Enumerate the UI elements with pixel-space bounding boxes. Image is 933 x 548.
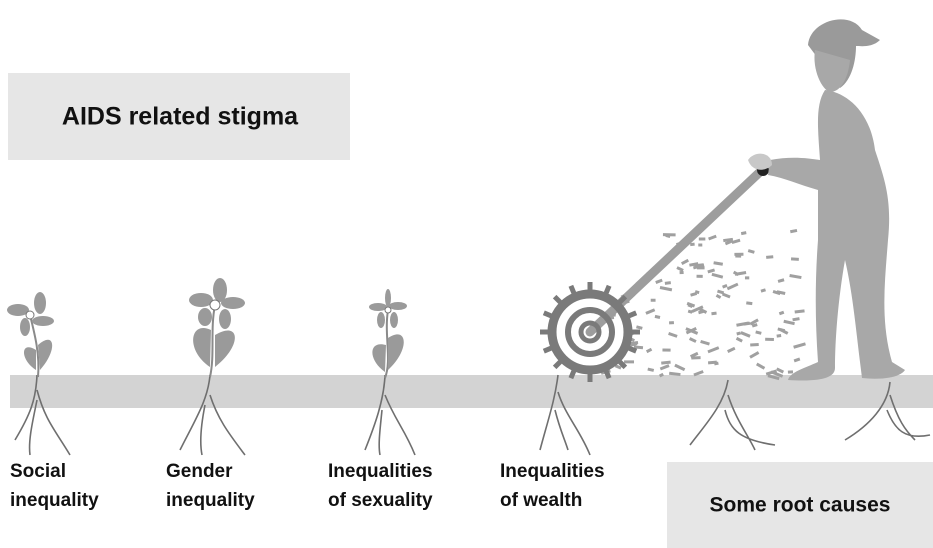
debris-bit	[716, 294, 722, 299]
spoke	[555, 297, 563, 305]
debris-bit	[689, 337, 697, 343]
root-label: inequality	[10, 490, 99, 511]
debris-bit	[698, 243, 702, 246]
debris-bit	[735, 271, 747, 276]
root-label: of wealth	[500, 490, 582, 511]
debris-bit	[748, 249, 755, 254]
debris-bit	[727, 283, 739, 291]
footer-label: Some root causes	[710, 494, 891, 517]
debris-bit	[794, 358, 801, 363]
debris-bit	[727, 347, 735, 353]
debris-bit	[740, 331, 750, 338]
root-label: Gender	[166, 461, 233, 482]
debris-bit	[741, 231, 747, 235]
debris-bit	[651, 299, 656, 302]
debris-bit	[712, 273, 724, 279]
debris-bit	[708, 235, 717, 241]
debris-bit	[661, 361, 671, 365]
debris-bit	[722, 293, 731, 299]
debris-bit	[660, 364, 670, 370]
debris-bit	[790, 229, 797, 233]
spoke	[555, 359, 563, 367]
debris-bit	[669, 321, 674, 324]
debris-bit	[676, 266, 683, 272]
debris-bit	[707, 346, 719, 353]
debris-bit	[655, 315, 661, 319]
debris-bit	[736, 337, 743, 343]
debris-bit	[761, 288, 766, 292]
root-label: of sexuality	[328, 490, 433, 511]
debris-bit	[793, 342, 806, 348]
debris-bit	[789, 274, 801, 279]
debris-bit	[681, 259, 689, 265]
debris-bit	[707, 268, 715, 273]
debris-bit	[711, 312, 716, 316]
debris-bit	[668, 332, 678, 338]
debris-bit	[722, 284, 728, 289]
debris-bit	[624, 360, 634, 363]
debris-bit	[700, 340, 710, 345]
title: AIDS related stigma	[62, 103, 299, 131]
debris-bit	[788, 370, 793, 373]
debris-bit	[655, 279, 663, 284]
debris-bit	[765, 338, 774, 341]
debris	[601, 227, 806, 381]
debris-bit	[660, 286, 673, 291]
debris-bit	[697, 275, 703, 278]
debris-bit	[791, 257, 799, 260]
debris-bit	[736, 331, 741, 335]
debris-bit	[636, 325, 643, 329]
debris-bit	[776, 334, 781, 338]
debris-bit	[750, 343, 759, 346]
root-label: Social	[10, 461, 66, 482]
debris-bit	[647, 368, 654, 372]
root-label: Inequalities	[500, 461, 605, 482]
debris-bit	[646, 348, 652, 353]
flowers	[7, 278, 407, 378]
debris-bit	[746, 301, 752, 305]
root-label: inequality	[166, 490, 255, 511]
page: AIDS related stigma	[0, 0, 933, 548]
debris-bit	[776, 367, 784, 373]
debris-bit	[749, 351, 759, 358]
debris-bit	[665, 281, 671, 285]
debris-bit	[755, 330, 761, 334]
root-labels: Social inequality Gender inequality Inequali…	[10, 461, 605, 511]
debris-bit	[662, 348, 670, 351]
debris-bit	[645, 308, 655, 314]
debris-bit	[795, 309, 805, 313]
root-label: Inequalities	[328, 461, 433, 482]
debris-bit	[779, 311, 785, 315]
debris-bit	[674, 364, 685, 371]
debris-bit	[713, 261, 723, 266]
debris-bit	[735, 254, 741, 257]
debris-bit	[699, 237, 706, 240]
debris-bit	[745, 276, 749, 279]
debris-bit	[680, 271, 684, 274]
debris-bit	[766, 255, 773, 259]
illustration: AIDS related stigma	[0, 0, 933, 548]
person	[748, 19, 905, 380]
debris-bit	[756, 363, 765, 370]
debris-bit	[792, 317, 799, 321]
debris-bit	[778, 278, 785, 283]
